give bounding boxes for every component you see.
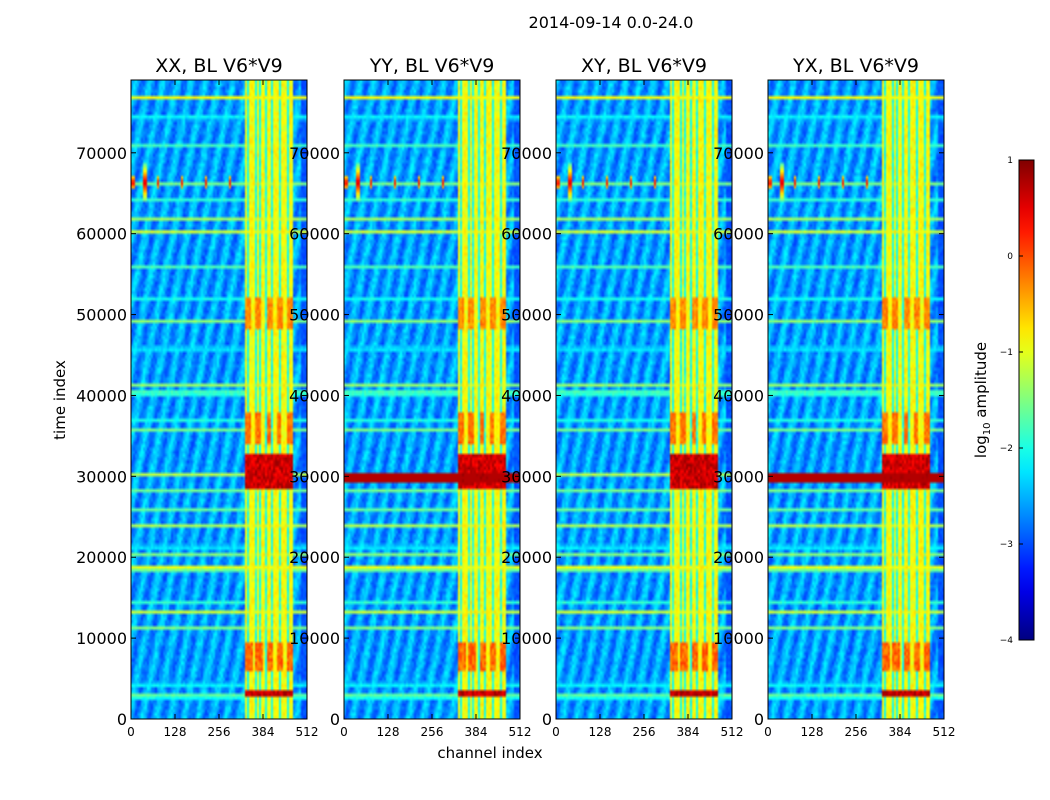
y-tick-label: 0 bbox=[117, 710, 127, 729]
y-tick-label: 60000 bbox=[289, 225, 340, 244]
y-tick-label: 70000 bbox=[501, 144, 552, 163]
y-tick-label: 20000 bbox=[501, 548, 552, 567]
panel-title: XY, BL V6*V9 bbox=[581, 55, 707, 77]
y-tick-label: 10000 bbox=[501, 629, 552, 648]
x-tick-label: 512 bbox=[721, 725, 744, 739]
panel-yx: YX, BL V6*V9 0 128 256 384 512 0 10000 20000 3000… bbox=[713, 55, 955, 739]
y-tick-label: 30000 bbox=[501, 467, 552, 486]
panel-xx: XX, BL V6*V9 0 128 256 384 512 0 10000 20000 3000… bbox=[76, 55, 318, 739]
x-tick-label: 128 bbox=[377, 725, 400, 739]
panel-xy: XY, BL V6*V9 0 128 256 384 512 0 10000 20000 3000… bbox=[501, 55, 743, 739]
y-tick-label: 50000 bbox=[713, 306, 764, 325]
colorbar-tick-label: −2 bbox=[1000, 444, 1013, 454]
y-tick-label: 40000 bbox=[501, 386, 552, 405]
colorbar-label-subscript: 10 bbox=[982, 422, 993, 435]
y-tick-label: 0 bbox=[542, 710, 552, 729]
x-tick-label: 256 bbox=[421, 725, 444, 739]
x-tick-label: 0 bbox=[340, 725, 348, 739]
y-tick-label: 40000 bbox=[289, 386, 340, 405]
y-tick-label: 70000 bbox=[713, 144, 764, 163]
x-tick-label: 128 bbox=[589, 725, 612, 739]
y-tick-label: 20000 bbox=[289, 548, 340, 567]
x-tick-label: 384 bbox=[465, 725, 488, 739]
x-tick-label: 512 bbox=[509, 725, 532, 739]
y-tick-label: 20000 bbox=[76, 548, 127, 567]
panel-yy: YY, BL V6*V9 0 128 256 384 512 0 10000 20000 3000… bbox=[289, 55, 531, 739]
x-tick-label: 384 bbox=[889, 725, 912, 739]
y-tick-label: 50000 bbox=[76, 306, 127, 325]
y-tick-label: 20000 bbox=[713, 548, 764, 567]
heatmap-image bbox=[344, 80, 520, 719]
y-tick-label: 30000 bbox=[76, 467, 127, 486]
y-axis-label: time index bbox=[51, 360, 69, 440]
x-tick-label: 128 bbox=[164, 725, 187, 739]
y-tick-label: 50000 bbox=[501, 306, 552, 325]
x-tick-label: 512 bbox=[933, 725, 956, 739]
x-tick-label: 256 bbox=[208, 725, 231, 739]
y-tick-label: 30000 bbox=[713, 467, 764, 486]
y-tick-label: 70000 bbox=[76, 144, 127, 163]
y-tick-label: 60000 bbox=[76, 225, 127, 244]
y-tick-label: 10000 bbox=[76, 629, 127, 648]
panels-group: XX, BL V6*V9 0 128 256 384 512 0 10000 20000 3000… bbox=[76, 55, 955, 739]
y-tick-label: 60000 bbox=[501, 225, 552, 244]
colorbar-tick-label: 1 bbox=[1007, 156, 1013, 166]
panel-title: YX, BL V6*V9 bbox=[792, 55, 919, 77]
panel-title: YY, BL V6*V9 bbox=[369, 55, 495, 77]
figure-title: 2014-09-14 0.0-24.0 bbox=[529, 13, 694, 32]
colorbar-label-main: log bbox=[972, 435, 990, 458]
x-axis-label: channel index bbox=[437, 744, 542, 762]
x-tick-label: 0 bbox=[127, 725, 135, 739]
x-tick-label: 256 bbox=[633, 725, 656, 739]
x-tick-label: 0 bbox=[764, 725, 772, 739]
x-tick-label: 384 bbox=[252, 725, 275, 739]
y-tick-label: 50000 bbox=[289, 306, 340, 325]
y-tick-label: 10000 bbox=[289, 629, 340, 648]
colorbar-tick-label: −4 bbox=[1000, 636, 1014, 646]
y-tick-label: 0 bbox=[330, 710, 340, 729]
colorbar-label-suffix: amplitude bbox=[972, 342, 990, 423]
colorbar-label: log10 amplitude bbox=[972, 342, 993, 458]
colorbar-gradient bbox=[1018, 159, 1035, 641]
heatmap-image bbox=[131, 80, 307, 719]
y-tick-label: 40000 bbox=[713, 386, 764, 405]
y-tick-label: 60000 bbox=[713, 225, 764, 244]
x-tick-label: 0 bbox=[552, 725, 560, 739]
heatmap-image bbox=[768, 80, 944, 719]
y-tick-label: 70000 bbox=[289, 144, 340, 163]
x-tick-label: 128 bbox=[801, 725, 824, 739]
colorbar-tick-label: −1 bbox=[1000, 348, 1013, 358]
y-tick-label: 30000 bbox=[289, 467, 340, 486]
y-tick-label: 40000 bbox=[76, 386, 127, 405]
x-tick-label: 512 bbox=[296, 725, 319, 739]
colorbar-tick-label: 0 bbox=[1007, 252, 1013, 262]
heatmap-image bbox=[556, 80, 732, 719]
x-tick-label: 384 bbox=[677, 725, 700, 739]
panel-title: XX, BL V6*V9 bbox=[155, 55, 282, 77]
x-tick-label: 256 bbox=[845, 725, 868, 739]
y-tick-label: 0 bbox=[754, 710, 764, 729]
colorbar-tick-label: −3 bbox=[1000, 540, 1013, 550]
y-tick-label: 10000 bbox=[713, 629, 764, 648]
